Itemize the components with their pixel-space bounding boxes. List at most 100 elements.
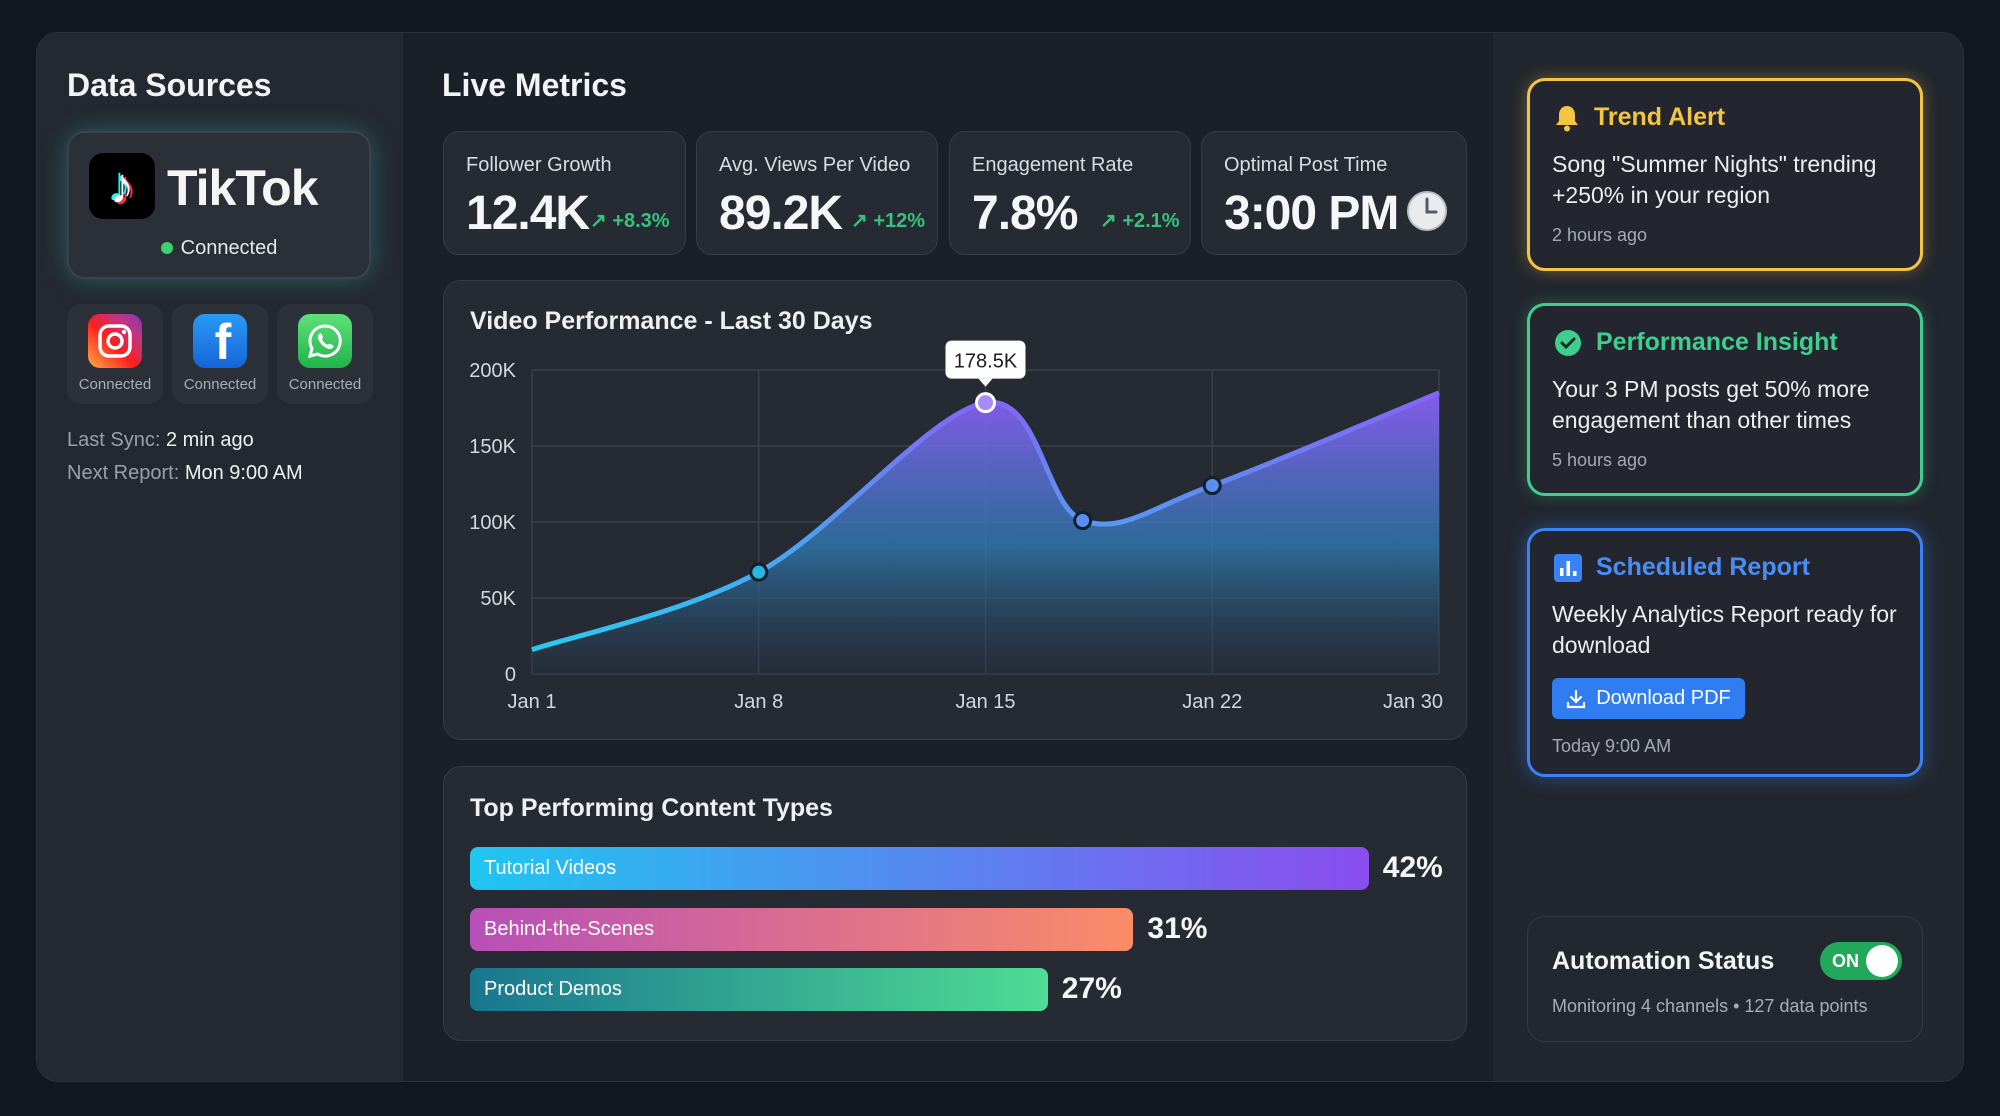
- data-point[interactable]: [1073, 510, 1093, 530]
- automation-detail: Monitoring 4 channels • 127 data points: [1552, 996, 1868, 1016]
- metric-label: Optimal Post Time: [1224, 154, 1388, 176]
- insight-body: Your 3 PM posts get 50% more engagement …: [1552, 376, 1870, 433]
- main-panel: Live Metrics Follower Growth 12.4K ↗ +8.…: [403, 33, 1493, 1081]
- data-point[interactable]: [1202, 476, 1222, 496]
- metric-value: 89.2K: [719, 187, 843, 240]
- tiktok-status-text: Connected: [180, 237, 278, 259]
- bar-label: Tutorial Videos: [484, 857, 617, 879]
- automation-status-card: Automation Status ON Monitoring 4 channe…: [1527, 916, 1923, 1042]
- clock-icon: [1406, 190, 1448, 237]
- data-point[interactable]: [749, 562, 769, 582]
- report-title: Scheduled Report: [1596, 553, 1810, 581]
- report-body: Weekly Analytics Report ready for downlo…: [1552, 601, 1897, 658]
- scheduled-report-card: Scheduled Report Weekly Analytics Report…: [1527, 528, 1923, 777]
- metric-value: 12.4K: [466, 187, 590, 240]
- toggle-label: ON: [1832, 951, 1859, 971]
- tiktok-logo-icon: ♪: [89, 153, 155, 219]
- chart-title: Video Performance - Last 30 Days: [470, 307, 873, 335]
- next-report-label: Next Report:: [67, 462, 180, 484]
- facebook-source-card[interactable]: f Connected: [172, 304, 268, 404]
- report-header: Scheduled Report: [1554, 553, 1810, 582]
- y-tick-label: 0: [505, 664, 516, 686]
- bell-icon: [1556, 105, 1578, 131]
- area-fill: [532, 392, 1439, 674]
- bar-chart-icon: [1554, 553, 1582, 582]
- performance-insight-card[interactable]: Performance Insight Your 3 PM posts get …: [1527, 303, 1923, 496]
- bar-behind-the-scenes[interactable]: Behind-the-Scenes: [470, 908, 1134, 951]
- toggle-knob: [1866, 945, 1898, 977]
- content-types-card: Top Performing Content Types Tutorial Vi…: [443, 766, 1467, 1041]
- metric-engagement-rate: Engagement Rate 7.8% ↗ +2.1%: [949, 131, 1191, 255]
- check-circle-icon: [1555, 329, 1581, 356]
- metric-change: ↗ +2.1%: [1100, 210, 1180, 232]
- status-dot-icon: [160, 242, 173, 254]
- bar-label: Product Demos: [484, 978, 622, 1000]
- next-report-value: Mon 9:00 AM: [184, 462, 303, 484]
- bar-value-label: 42%: [1382, 851, 1443, 884]
- automation-toggle[interactable]: ON: [1820, 942, 1902, 980]
- y-tick-label: 200K: [469, 360, 516, 382]
- live-metrics-title: Live Metrics: [442, 67, 627, 103]
- tiktok-status: Connected: [69, 237, 369, 260]
- bar-label: Behind-the-Scenes: [484, 918, 655, 940]
- insight-time: 5 hours ago: [1552, 450, 1648, 470]
- metric-value: 7.8%: [972, 187, 1078, 240]
- report-time: Today 9:00 AM: [1552, 736, 1672, 756]
- content-types-title: Top Performing Content Types: [470, 794, 833, 822]
- y-tick-label: 150K: [469, 436, 516, 458]
- trend-alert-body: Song "Summer Nights" trending +250% in y…: [1552, 151, 1877, 208]
- video-performance-card: Video Performance - Last 30 Days 0 50K 100…: [443, 280, 1467, 740]
- y-tick-label: 50K: [480, 588, 516, 610]
- sidebar: Data Sources ♪ TikTok Connected Connecte…: [37, 33, 403, 1081]
- series-line: [531, 390, 1440, 653]
- bar-tutorial-videos[interactable]: Tutorial Videos: [470, 847, 1369, 890]
- tooltip-pointer: [978, 378, 993, 387]
- last-sync-label: Last Sync:: [67, 429, 161, 451]
- trend-alert-time: 2 hours ago: [1552, 225, 1648, 245]
- metric-avg-views: Avg. Views Per Video 89.2K ↗ +12%: [696, 131, 938, 255]
- bar-value-label: 27%: [1061, 972, 1122, 1005]
- metric-label: Engagement Rate: [972, 154, 1134, 176]
- last-sync-value: 2 min ago: [165, 429, 254, 451]
- metric-optimal-post-time: Optimal Post Time 3:00 PM: [1201, 131, 1467, 255]
- metric-change: ↗ +12%: [851, 210, 926, 232]
- x-tick-label: Jan 30: [1383, 691, 1443, 713]
- tiktok-source-card[interactable]: ♪ TikTok Connected: [67, 131, 371, 279]
- metric-label: Follower Growth: [466, 154, 612, 176]
- trend-alert-header: Trend Alert: [1554, 103, 1725, 132]
- instagram-icon: [88, 314, 142, 368]
- x-tick-label: Jan 1: [508, 691, 557, 713]
- download-pdf-button[interactable]: Download PDF: [1552, 678, 1745, 719]
- next-report: Next Report: Mon 9:00 AM: [67, 462, 303, 485]
- trend-alert-card[interactable]: Trend Alert Song "Summer Nights" trendin…: [1527, 78, 1923, 271]
- sidebar-title: Data Sources: [67, 67, 272, 103]
- data-point[interactable]: [975, 392, 996, 414]
- peak-tooltip: [945, 340, 1026, 379]
- tooltip-label: 178.5K: [954, 351, 1018, 373]
- last-sync: Last Sync: 2 min ago: [67, 429, 254, 452]
- instagram-source-card[interactable]: Connected: [67, 304, 163, 404]
- video-performance-chart[interactable]: 0 50K 100K 150K 200K Jan 1 Jan 8 Jan 15 Jan 22 Ja…: [444, 281, 1468, 741]
- automation-title: Automation Status: [1552, 947, 1775, 975]
- download-icon: [1567, 689, 1586, 708]
- alerts-panel: Trend Alert Song "Summer Nights" trendin…: [1493, 33, 1963, 1081]
- tiktok-name: TikTok: [167, 160, 319, 216]
- instagram-status: Connected: [78, 376, 152, 393]
- metric-value: 3:00 PM: [1224, 187, 1399, 240]
- x-tick-label: Jan 15: [955, 691, 1015, 713]
- whatsapp-icon: [298, 314, 352, 368]
- whatsapp-source-card[interactable]: Connected: [277, 304, 373, 404]
- download-pdf-label: Download PDF: [1596, 687, 1731, 709]
- insight-header: Performance Insight: [1554, 328, 1838, 357]
- bar-product-demos[interactable]: Product Demos: [470, 968, 1048, 1011]
- insight-title: Performance Insight: [1596, 328, 1838, 356]
- metric-follower-growth: Follower Growth 12.4K ↗ +8.3%: [443, 131, 686, 255]
- facebook-icon: f: [193, 314, 247, 368]
- whatsapp-status: Connected: [288, 376, 362, 393]
- bar-value-label: 31%: [1147, 912, 1208, 945]
- x-tick-label: Jan 8: [734, 691, 783, 713]
- x-tick-label: Jan 22: [1182, 691, 1242, 713]
- y-tick-label: 100K: [469, 512, 516, 534]
- metric-label: Avg. Views Per Video: [719, 154, 911, 176]
- facebook-status: Connected: [183, 376, 257, 393]
